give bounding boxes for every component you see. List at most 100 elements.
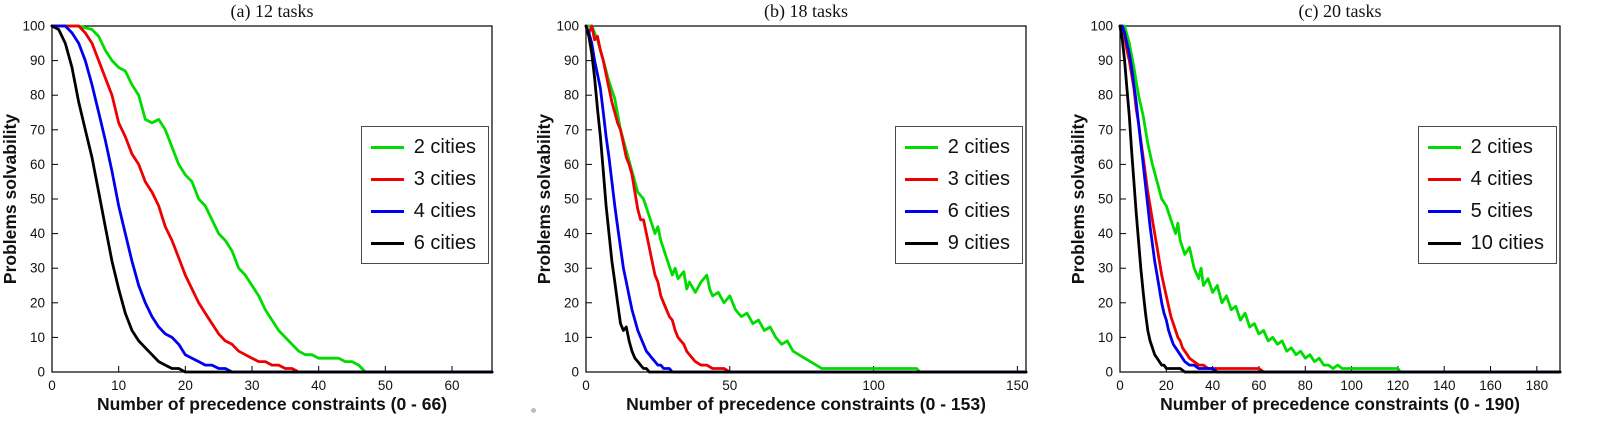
y-tick-label: 60 <box>564 157 579 172</box>
legend-label: 6 cities <box>947 200 1010 222</box>
legend-label: 9 cities <box>947 232 1010 254</box>
x-tick-label: 50 <box>378 378 393 393</box>
series-line-2-cities <box>1118 24 1562 374</box>
legend-entry: 6 cities <box>370 227 476 259</box>
x-tick-label: 180 <box>1526 378 1549 393</box>
y-tick-label: 80 <box>564 88 579 103</box>
y-tick-label: 70 <box>30 122 45 137</box>
legend-entry: 6 cities <box>904 195 1010 227</box>
y-axis-label: Problems solvability <box>0 114 20 284</box>
legend-line-sample <box>370 145 404 149</box>
y-tick-label: 70 <box>1098 122 1113 137</box>
x-tick-label: 150 <box>1006 378 1029 393</box>
x-tick-label: 100 <box>862 378 885 393</box>
legend-label: 3 cities <box>413 168 476 190</box>
x-tick-label: 30 <box>244 378 259 393</box>
legend-line-sample <box>904 145 938 149</box>
x-tick-label: 10 <box>111 378 126 393</box>
legend-label: 6 cities <box>413 232 476 254</box>
series-line-3-cities <box>584 24 1028 374</box>
legend-entry: 2 cities <box>370 131 476 163</box>
y-tick-label: 80 <box>1098 88 1113 103</box>
legend-line-sample <box>904 177 938 181</box>
legend-line-sample <box>1427 209 1461 213</box>
x-tick-label: 40 <box>311 378 326 393</box>
legend-entry: 3 cities <box>370 163 476 195</box>
legend: 2 cities 3 cities 6 cities 9 cities <box>894 126 1023 264</box>
x-tick-label: 40 <box>1205 378 1220 393</box>
legend-entry: 10 cities <box>1427 227 1544 259</box>
series-line-9-cities <box>584 24 1028 374</box>
x-tick-label: 140 <box>1433 378 1456 393</box>
plot-area-a: (a) 12 tasks Number of precedence constr… <box>0 1 494 414</box>
y-tick-label: 0 <box>1105 365 1113 380</box>
y-tick-label: 60 <box>1098 157 1113 172</box>
legend-entry: 4 cities <box>1427 163 1544 195</box>
y-tick-label: 100 <box>1090 19 1113 34</box>
chart-panel-a: (a) 12 tasks Number of precedence constr… <box>0 0 534 436</box>
y-tick-label: 20 <box>30 295 45 310</box>
chart-panel-b: (b) 18 tasks Number of precedence constr… <box>534 0 1068 436</box>
legend-entry: 2 cities <box>1427 131 1544 163</box>
y-tick-label: 90 <box>564 53 579 68</box>
y-axis-label: Problems solvability <box>1068 114 1088 284</box>
series-line-4-cities <box>50 24 494 374</box>
legend-label: 4 cities <box>1470 168 1533 190</box>
legend: 2 cities 3 cities 4 cities 6 cities <box>360 126 489 264</box>
x-tick-label: 0 <box>1116 378 1124 393</box>
chart-panel-c: (c) 20 tasks Number of precedence constr… <box>1068 0 1602 436</box>
y-tick-label: 40 <box>564 226 579 241</box>
y-tick-label: 10 <box>564 330 579 345</box>
legend-line-sample <box>904 241 938 245</box>
legend-line-sample <box>370 241 404 245</box>
x-axis-label: Number of precedence constraints (0 - 15… <box>626 394 986 414</box>
y-tick-label: 40 <box>30 226 45 241</box>
legend-label: 2 cities <box>1470 136 1533 158</box>
legend-entry: 5 cities <box>1427 195 1544 227</box>
legend-label: 3 cities <box>947 168 1010 190</box>
series-line-5-cities <box>1118 24 1562 374</box>
series-line-2-cities <box>584 24 1028 374</box>
stray-dot <box>531 408 536 413</box>
legend-label: 4 cities <box>413 200 476 222</box>
legend-entry: 4 cities <box>370 195 476 227</box>
legend-line-sample <box>1427 177 1461 181</box>
x-axis-label: Number of precedence constraints (0 - 66… <box>97 394 447 414</box>
x-tick-label: 120 <box>1387 378 1410 393</box>
y-tick-label: 50 <box>30 192 45 207</box>
legend-label: 10 cities <box>1470 232 1544 254</box>
legend: 2 cities 4 cities 5 cities 10 cities <box>1417 126 1557 264</box>
plot-area-c: (c) 20 tasks Number of precedence constr… <box>1068 1 1562 414</box>
y-tick-label: 50 <box>564 192 579 207</box>
chart-title: (c) 20 tasks <box>1299 1 1382 22</box>
legend-line-sample <box>904 209 938 213</box>
chart-title: (a) 12 tasks <box>231 1 314 22</box>
legend-line-sample <box>370 209 404 213</box>
plot-area-b: (b) 18 tasks Number of precedence constr… <box>534 1 1029 414</box>
y-tick-label: 80 <box>30 88 45 103</box>
x-tick-label: 20 <box>1159 378 1174 393</box>
x-tick-label: 60 <box>444 378 459 393</box>
legend-entry: 3 cities <box>904 163 1010 195</box>
legend-entry: 9 cities <box>904 227 1010 259</box>
y-tick-label: 20 <box>564 295 579 310</box>
y-tick-label: 0 <box>571 365 579 380</box>
legend-entry: 2 cities <box>904 131 1010 163</box>
x-tick-label: 0 <box>48 378 56 393</box>
legend-line-sample <box>370 177 404 181</box>
x-tick-label: 100 <box>1340 378 1363 393</box>
y-tick-label: 100 <box>22 19 45 34</box>
x-tick-label: 160 <box>1479 378 1502 393</box>
y-tick-label: 60 <box>30 157 45 172</box>
y-tick-label: 20 <box>1098 295 1113 310</box>
legend-label: 2 cities <box>947 136 1010 158</box>
y-tick-label: 100 <box>556 19 579 34</box>
x-tick-label: 50 <box>722 378 737 393</box>
legend-line-sample <box>1427 145 1461 149</box>
series-line-6-cities <box>50 24 494 374</box>
x-axis-label: Number of precedence constraints (0 - 19… <box>1160 394 1520 414</box>
y-tick-label: 50 <box>1098 192 1113 207</box>
y-tick-label: 90 <box>1098 53 1113 68</box>
series-line-2-cities <box>50 24 494 374</box>
